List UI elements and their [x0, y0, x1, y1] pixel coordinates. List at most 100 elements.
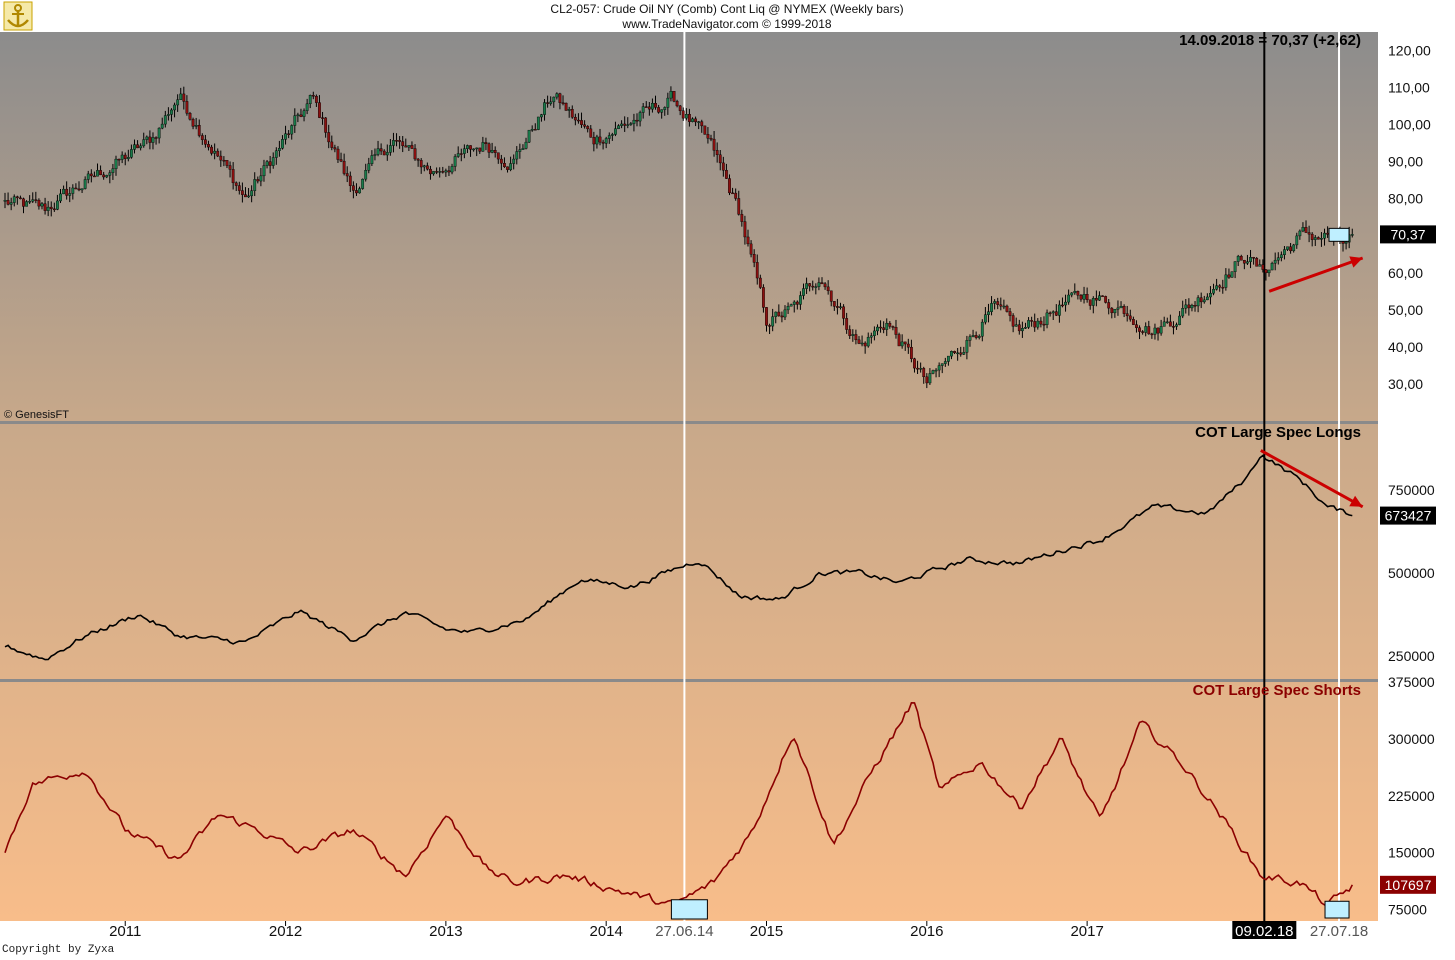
- y-tick-label: 250000: [1388, 648, 1435, 664]
- price-candle: [823, 282, 827, 290]
- price-candle: [253, 172, 257, 197]
- price-candle: [222, 156, 226, 167]
- price-candle: [1104, 295, 1108, 304]
- price-candle: [968, 334, 972, 347]
- price-candle: [287, 130, 291, 139]
- price-candle: [577, 113, 580, 124]
- price-candle: [52, 202, 56, 212]
- price-candle: [678, 104, 682, 116]
- price-candle: [937, 362, 941, 378]
- price-candle: [897, 332, 901, 347]
- price-candle: [444, 168, 448, 177]
- shorts-low-box-2018: [1324, 900, 1350, 919]
- price-candle: [1079, 294, 1083, 302]
- price-candle: [311, 91, 315, 100]
- price-candle: [543, 99, 546, 121]
- price-candle: [89, 169, 93, 183]
- price-candle: [484, 137, 488, 151]
- price-candle: [675, 99, 679, 108]
- price-candle: [962, 346, 966, 355]
- price-candle: [851, 329, 855, 342]
- price-candle: [601, 139, 605, 150]
- price-candle: [373, 148, 377, 161]
- price-candle: [749, 240, 753, 258]
- price-candle: [669, 86, 673, 102]
- price-candle: [672, 91, 676, 103]
- price-candle: [342, 153, 346, 176]
- price-candle: [1036, 318, 1040, 330]
- price-candle: [755, 254, 759, 285]
- price-candle: [348, 171, 352, 193]
- price-candle: [1030, 316, 1034, 327]
- price-candle: [46, 201, 50, 217]
- price-candle: [367, 157, 371, 174]
- svg-text:673427: 673427: [1385, 508, 1432, 524]
- price-candle: [842, 304, 845, 326]
- vertical-markers: [683, 32, 1341, 921]
- price-candle: [3, 192, 7, 209]
- price-candle: [401, 136, 405, 153]
- x-axis: 2011 2012 2013 2014 2015 2016 2017 27.06.14 09.0…: [109, 921, 1372, 940]
- price-candle: [786, 302, 790, 314]
- price-candle: [1150, 332, 1154, 339]
- price-candle: [1270, 261, 1274, 271]
- price-candle: [1292, 243, 1296, 253]
- price-candle: [863, 341, 867, 354]
- price-candle: [1316, 236, 1320, 240]
- y-tick-label: 75000: [1388, 902, 1427, 918]
- price-candle: [376, 140, 380, 157]
- price-candle: [1276, 252, 1280, 265]
- price-candle: [610, 132, 614, 141]
- price-candle: [432, 171, 435, 176]
- last-value-badge: 70,37: [1380, 225, 1436, 244]
- price-candle: [28, 195, 32, 204]
- price-candle: [265, 160, 269, 169]
- price-candle: [83, 176, 87, 190]
- longs-panel-title: COT Large Spec Longs: [1195, 424, 1361, 441]
- price-candle: [351, 181, 355, 199]
- price-candle: [1304, 220, 1308, 233]
- price-candle: [308, 94, 312, 109]
- price-candle: [43, 197, 47, 215]
- price-candle: [173, 102, 176, 118]
- price-candle: [456, 146, 460, 158]
- price-candle: [1196, 295, 1200, 313]
- price-candle: [1098, 291, 1101, 301]
- price-candle: [953, 350, 956, 355]
- price-candle: [12, 194, 16, 207]
- price-candle: [93, 171, 96, 178]
- price-candle: [1024, 322, 1027, 329]
- price-candle: [1301, 222, 1305, 233]
- price-candle: [1020, 321, 1024, 338]
- price-candle: [1085, 287, 1089, 303]
- price-candle: [743, 215, 747, 245]
- price-candle: [151, 132, 155, 150]
- price-candle: [1233, 261, 1237, 279]
- price-candle: [1168, 314, 1172, 327]
- price-candle: [570, 105, 574, 119]
- price-candle: [321, 111, 324, 125]
- price-candle: [459, 148, 463, 162]
- price-candle: [1107, 299, 1111, 315]
- price-candle: [450, 163, 454, 175]
- y-tick-label: 110,00: [1388, 80, 1430, 96]
- price-candle: [515, 146, 519, 165]
- y-tick-label: 60,00: [1388, 265, 1423, 281]
- price-candle: [1017, 319, 1021, 335]
- price-candle: [731, 187, 734, 195]
- price-candle: [1061, 297, 1064, 308]
- price-candle: [527, 129, 531, 143]
- price-candle: [635, 113, 639, 127]
- price-candle: [977, 334, 981, 340]
- price-candle: [1027, 317, 1030, 329]
- price-candle: [1267, 269, 1271, 277]
- price-candle: [1070, 292, 1074, 298]
- price-candle: [857, 336, 861, 345]
- price-candle: [330, 135, 334, 151]
- price-candle: [802, 283, 805, 300]
- price-candle: [478, 147, 482, 154]
- price-candle: [1255, 257, 1259, 267]
- price-candle: [620, 120, 623, 129]
- price-candle: [641, 103, 645, 119]
